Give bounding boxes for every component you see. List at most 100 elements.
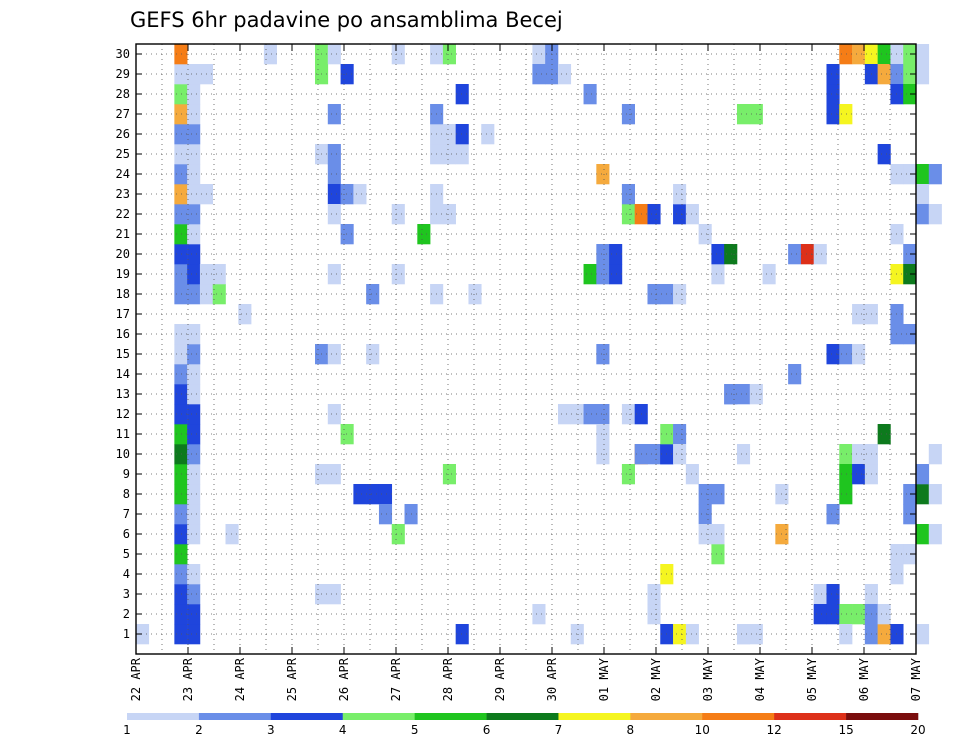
heatmap-cell <box>826 604 840 625</box>
heatmap-cell <box>442 124 456 145</box>
heatmap-cell <box>174 564 188 585</box>
heatmap-cell <box>596 244 610 265</box>
y-tick-label: 30 <box>116 47 130 61</box>
heatmap-cell <box>826 584 840 605</box>
heatmap-cell <box>174 224 188 245</box>
heatmap-cell <box>839 604 853 625</box>
colorbar-swatch <box>486 713 559 720</box>
heatmap-cell <box>916 464 930 485</box>
heatmap-cell <box>916 44 930 65</box>
heatmap-cell <box>391 264 405 285</box>
heatmap-cell <box>187 504 201 525</box>
heatmap-cell <box>673 284 687 305</box>
heatmap-cell <box>928 444 942 465</box>
heatmap-cell <box>609 264 623 285</box>
heatmap-cell <box>327 104 341 125</box>
heatmap-cell <box>187 84 201 105</box>
heatmap-cell <box>698 504 712 525</box>
grid-lines <box>136 44 916 654</box>
y-tick-label: 28 <box>116 87 130 101</box>
heatmap-cell <box>852 344 866 365</box>
heatmap-cell <box>596 344 610 365</box>
heatmap-cell <box>826 64 840 85</box>
heatmap-cell <box>174 424 188 445</box>
heatmap-cell <box>353 184 367 205</box>
heatmap-cell <box>852 304 866 325</box>
heatmap-cell <box>736 384 751 405</box>
y-tick-label: 8 <box>123 487 130 501</box>
heatmap-cell <box>647 284 661 305</box>
heatmap-cell <box>174 384 188 405</box>
heatmap-cell <box>417 224 431 245</box>
colorbar-swatch <box>342 713 415 720</box>
heatmap-cell <box>187 584 201 605</box>
y-tick-label: 3 <box>123 587 130 601</box>
heatmap-cell <box>903 264 917 285</box>
heatmap-cell <box>673 624 687 645</box>
heatmap-cell <box>826 104 840 125</box>
x-tick-label: 02 MAY <box>649 657 663 701</box>
heatmap-cell <box>877 44 891 65</box>
y-tick-label: 9 <box>123 467 130 481</box>
heatmap-cell <box>174 144 188 165</box>
heatmap-cell <box>813 604 827 625</box>
y-tick-label: 12 <box>116 407 130 421</box>
heatmap-cell <box>187 104 201 125</box>
y-tick-label: 13 <box>116 387 130 401</box>
heatmap-cell <box>327 464 341 485</box>
heatmap-cell <box>442 204 456 225</box>
y-tick-label: 27 <box>116 107 130 121</box>
colorbar-swatch <box>630 713 703 720</box>
heatmap-cell <box>698 524 712 545</box>
y-tick-label: 16 <box>116 327 130 341</box>
heatmap-cell <box>238 304 252 325</box>
heatmap-cell <box>711 484 725 505</box>
heatmap-cell <box>174 164 188 185</box>
heatmap-cell <box>187 264 201 285</box>
colorbar-swatch <box>558 713 631 720</box>
heatmap-cell <box>903 484 917 505</box>
y-tick-label: 24 <box>116 167 130 181</box>
heatmap-cell <box>877 424 891 445</box>
heatmap-cell <box>711 264 725 285</box>
heatmap-cell <box>174 544 188 565</box>
heatmap-cell <box>174 484 188 505</box>
heatmap-cell <box>916 624 930 645</box>
heatmap-cell <box>174 244 188 265</box>
heatmap-cell <box>378 484 393 505</box>
heatmap-cell <box>903 164 917 185</box>
heatmap-cell <box>903 44 917 65</box>
y-tick-label: 15 <box>116 347 130 361</box>
heatmap-cell <box>187 364 201 385</box>
heatmap-cell <box>187 144 201 165</box>
heatmap-cell <box>839 624 853 645</box>
heatmap-cell <box>174 184 188 205</box>
heatmap-cell <box>736 444 751 465</box>
y-tick-label: 21 <box>116 227 130 241</box>
heatmap-cell <box>174 84 188 105</box>
heatmap-cell <box>621 464 635 485</box>
x-tick-label: 24 APR <box>233 657 247 701</box>
heatmap-cell <box>647 604 661 625</box>
x-tick-label: 30 APR <box>545 657 559 701</box>
heatmap-cell <box>187 524 201 545</box>
heatmap-cell <box>442 44 456 65</box>
heatmap-cell <box>570 404 584 425</box>
heatmap-cell <box>852 444 866 465</box>
colorbar-label: 15 <box>838 723 853 737</box>
heatmap-cell <box>187 284 201 305</box>
heatmap-cell <box>187 224 201 245</box>
y-tick-label: 20 <box>116 247 130 261</box>
heatmap-cell <box>647 584 661 605</box>
heatmap-cell <box>187 124 201 145</box>
heatmap-cell <box>366 484 380 505</box>
heatmap-cell <box>916 484 930 505</box>
heatmap-cell <box>903 544 917 565</box>
heatmap-cell <box>877 64 891 85</box>
heatmap-cell <box>685 464 699 485</box>
heatmap-cell <box>532 64 546 85</box>
x-tick-label: 06 MAY <box>857 657 871 701</box>
y-tick-label: 1 <box>123 627 130 641</box>
heatmap-cell <box>916 64 930 85</box>
heatmap-cell <box>813 584 827 605</box>
